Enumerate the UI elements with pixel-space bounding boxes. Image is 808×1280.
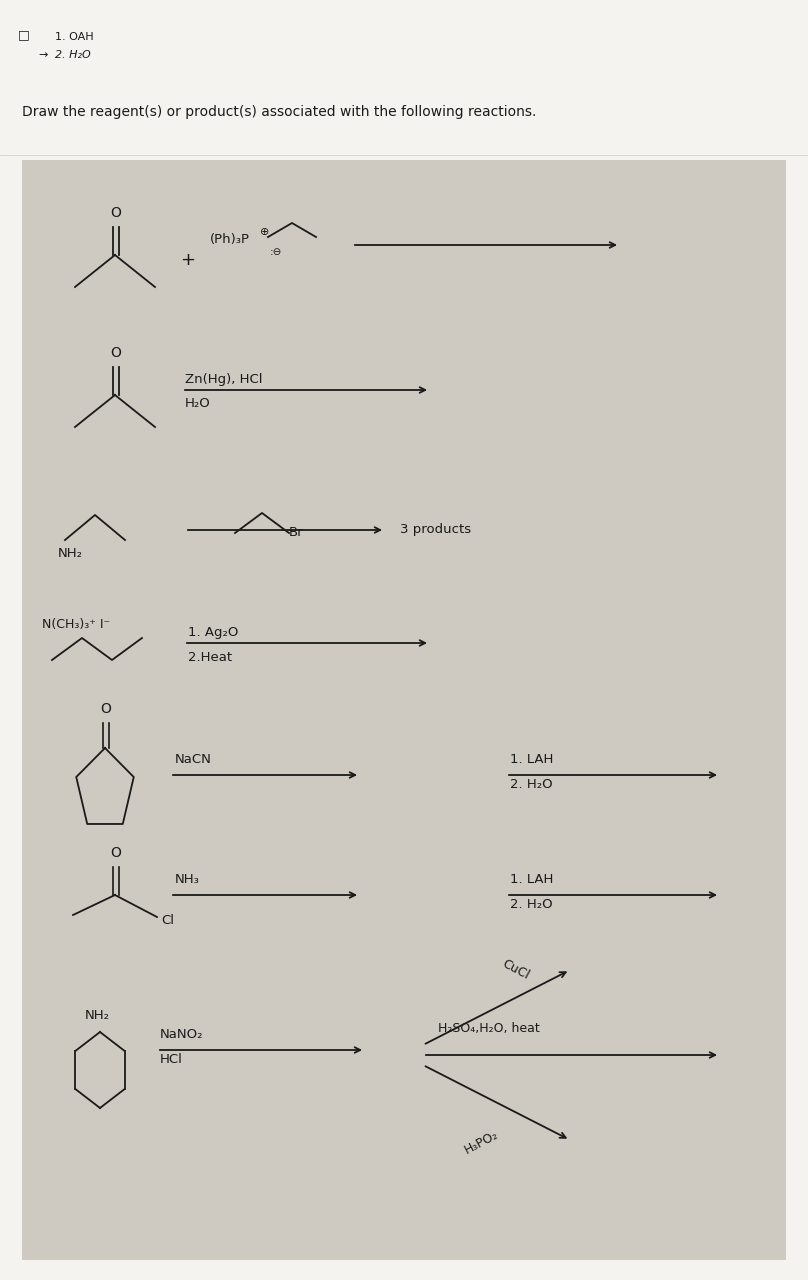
Bar	[0, 0, 808, 155]
Text: Cl: Cl	[161, 914, 174, 927]
Text: O: O	[111, 846, 121, 860]
Text: 1. Ag₂O: 1. Ag₂O	[188, 626, 238, 639]
Text: 2. H₂O: 2. H₂O	[510, 778, 553, 791]
Text: O: O	[111, 346, 121, 360]
Text: Zn(Hg), HCl: Zn(Hg), HCl	[185, 372, 263, 387]
Text: CuCl: CuCl	[500, 957, 532, 982]
Text: NaCN: NaCN	[175, 753, 212, 765]
Text: 2. H₂O: 2. H₂O	[510, 899, 553, 911]
Text: NaNO₂: NaNO₂	[160, 1028, 204, 1041]
Text: 1. LAH: 1. LAH	[510, 753, 553, 765]
Text: H₂SO₄,H₂O, heat: H₂SO₄,H₂O, heat	[438, 1021, 540, 1036]
Text: →: →	[38, 50, 48, 60]
Text: +: +	[180, 251, 196, 269]
Text: 2.Heat: 2.Heat	[188, 652, 232, 664]
Text: NH₂: NH₂	[85, 1009, 110, 1021]
Text: Br: Br	[289, 526, 304, 539]
Text: O: O	[111, 206, 121, 220]
Text: NH₃: NH₃	[175, 873, 200, 886]
Text: HCl: HCl	[160, 1053, 183, 1066]
Text: (Ph)₃P: (Ph)₃P	[210, 233, 250, 246]
Bar	[22, 160, 786, 1260]
Text: ⊕: ⊕	[260, 227, 269, 237]
Text: :⊖: :⊖	[270, 247, 282, 257]
Text: NH₂: NH₂	[58, 547, 83, 561]
Text: H₂O: H₂O	[185, 397, 211, 410]
Text: O: O	[100, 701, 112, 716]
Text: Draw the reagent(s) or product(s) associated with the following reactions.: Draw the reagent(s) or product(s) associ…	[22, 105, 537, 119]
Text: 2. H₂O: 2. H₂O	[55, 50, 90, 60]
Text: □: □	[18, 28, 30, 41]
Text: 1. LAH: 1. LAH	[510, 873, 553, 886]
Text: 3 products: 3 products	[400, 524, 471, 536]
Text: 1. OAH: 1. OAH	[55, 32, 94, 42]
Text: N(CH₃)₃⁺ I⁻: N(CH₃)₃⁺ I⁻	[42, 618, 110, 631]
Text: H₃PO₂: H₃PO₂	[462, 1128, 500, 1157]
